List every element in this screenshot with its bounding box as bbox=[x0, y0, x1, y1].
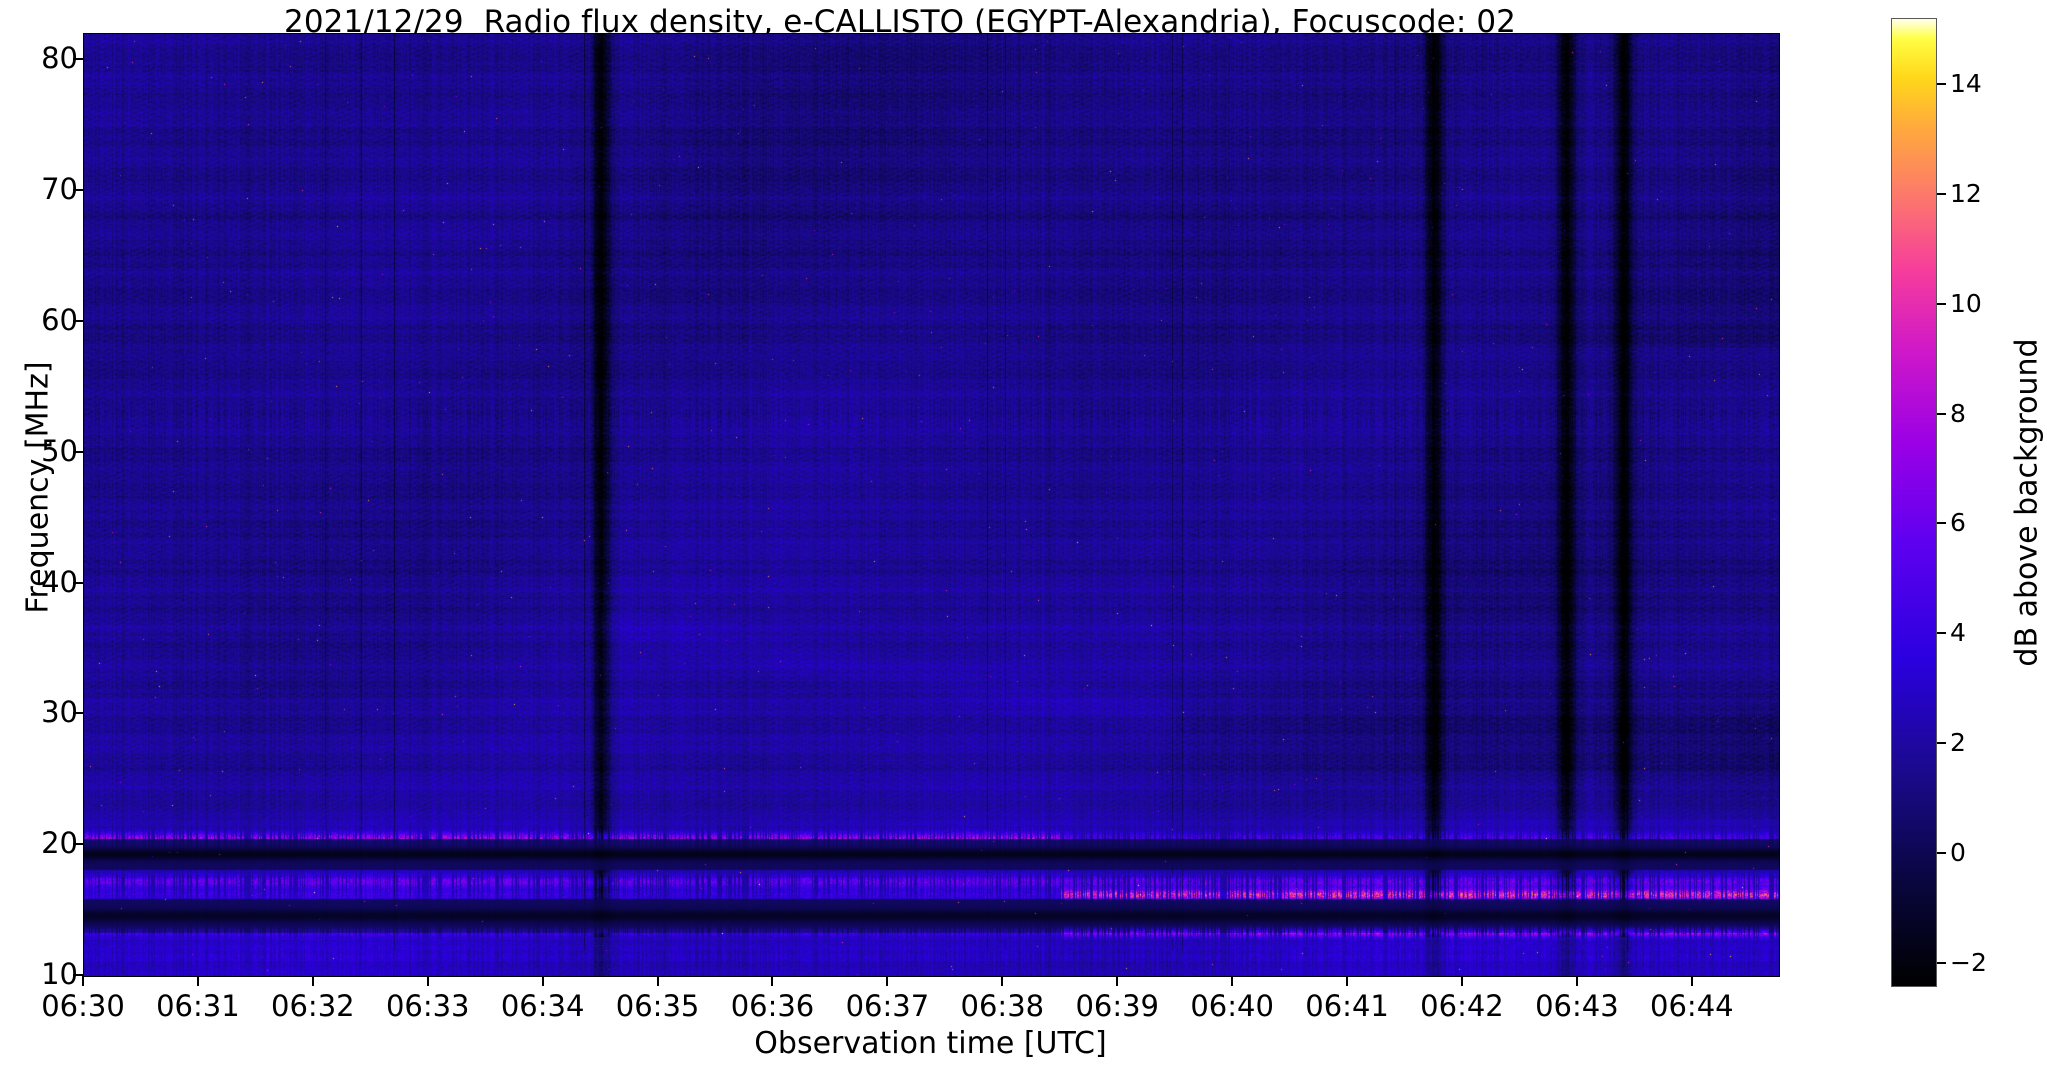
colorbar-tick-label: 0 bbox=[1950, 838, 1966, 868]
y-tick-label: 60 bbox=[41, 302, 78, 337]
colorbar-tick-label: 10 bbox=[1950, 288, 1982, 318]
colorbar-tick-label: 14 bbox=[1950, 68, 1982, 98]
x-tick-label: 06:31 bbox=[156, 989, 240, 1023]
colorbar-tick-mark bbox=[1937, 522, 1946, 525]
x-tick-mark bbox=[1346, 976, 1349, 986]
x-tick-mark bbox=[541, 976, 544, 986]
x-tick-mark bbox=[1231, 976, 1234, 986]
colorbar-tick-mark bbox=[1937, 82, 1946, 85]
y-tick-label: 30 bbox=[41, 695, 78, 730]
colorbar-tick-label: −2 bbox=[1950, 948, 1987, 978]
x-tick-label: 06:37 bbox=[845, 989, 930, 1023]
spectrogram-image bbox=[84, 34, 1779, 976]
y-tick-mark bbox=[73, 58, 83, 61]
x-tick-mark bbox=[1575, 976, 1578, 986]
y-tick-mark bbox=[73, 450, 83, 453]
x-tick-label: 06:35 bbox=[615, 989, 700, 1023]
x-tick-mark bbox=[1001, 976, 1004, 986]
x-tick-label: 06:34 bbox=[500, 989, 585, 1023]
colorbar-tick-mark bbox=[1937, 192, 1946, 195]
y-tick-mark bbox=[73, 843, 83, 846]
x-tick-mark bbox=[1460, 976, 1463, 986]
x-tick-mark bbox=[886, 976, 889, 986]
colorbar-tick-label: 6 bbox=[1950, 508, 1966, 538]
y-tick-label: 50 bbox=[41, 433, 78, 468]
x-tick-label: 06:36 bbox=[730, 989, 815, 1023]
x-tick-mark bbox=[1116, 976, 1119, 986]
y-tick-label: 20 bbox=[41, 826, 78, 861]
colorbar-label: dB above background bbox=[2009, 338, 2045, 667]
colorbar-tick-label: 8 bbox=[1950, 398, 1966, 428]
x-tick-mark bbox=[82, 976, 84, 986]
colorbar bbox=[1891, 18, 1937, 987]
x-tick-label: 06:39 bbox=[1075, 989, 1160, 1023]
x-tick-mark bbox=[656, 976, 659, 986]
y-tick-label: 40 bbox=[41, 564, 78, 599]
colorbar-tick-mark bbox=[1937, 632, 1946, 635]
x-tick-label: 06:43 bbox=[1535, 989, 1619, 1023]
colorbar-tick-label: 12 bbox=[1950, 178, 1982, 208]
x-tick-label: 06:32 bbox=[271, 989, 355, 1023]
y-tick-label: 10 bbox=[41, 957, 78, 991]
x-tick-label: 06:44 bbox=[1650, 989, 1734, 1023]
x-tick-label: 06:30 bbox=[41, 989, 125, 1023]
y-tick-mark bbox=[73, 974, 83, 976]
x-tick-mark bbox=[771, 976, 774, 986]
colorbar-tick-mark bbox=[1937, 302, 1946, 305]
colorbar-tick-label: 2 bbox=[1950, 728, 1966, 758]
colorbar-tick-mark bbox=[1937, 962, 1946, 965]
x-tick-mark bbox=[426, 976, 429, 986]
x-tick-mark bbox=[311, 976, 314, 986]
colorbar-tick-mark bbox=[1937, 742, 1946, 745]
y-tick-mark bbox=[73, 581, 83, 584]
x-tick-label: 06:41 bbox=[1305, 989, 1389, 1023]
colorbar-tick-label: 4 bbox=[1950, 618, 1966, 648]
x-tick-label: 06:40 bbox=[1190, 989, 1274, 1023]
spectrogram-plot-area bbox=[83, 33, 1780, 977]
colorbar-tick-mark bbox=[1937, 852, 1946, 855]
y-tick-mark bbox=[73, 189, 83, 191]
y-tick-mark bbox=[73, 712, 83, 715]
x-axis-label: Observation time [UTC] bbox=[754, 1026, 1107, 1061]
y-tick-mark bbox=[73, 319, 83, 322]
x-tick-label: 06:33 bbox=[385, 989, 470, 1023]
x-tick-label: 06:38 bbox=[960, 989, 1045, 1023]
colorbar-tick-mark bbox=[1937, 412, 1946, 415]
colorbar-gradient bbox=[1892, 19, 1936, 986]
y-tick-label: 80 bbox=[41, 41, 78, 76]
x-tick-label: 06:42 bbox=[1420, 989, 1504, 1023]
x-tick-mark bbox=[1690, 976, 1693, 986]
y-tick-label: 70 bbox=[41, 172, 78, 206]
x-tick-mark bbox=[196, 976, 199, 986]
